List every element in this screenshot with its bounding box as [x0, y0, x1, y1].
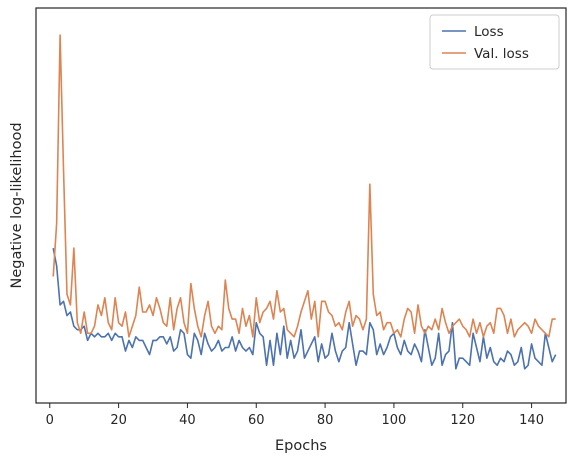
x-tick-label: 100 [382, 413, 407, 428]
legend: Loss Val. loss [429, 14, 560, 70]
y-axis-label: Negative log-likelihood [9, 122, 25, 288]
x-tick-label: 140 [519, 413, 544, 428]
legend-label-val-loss: Val. loss [474, 46, 529, 62]
plot-frame [35, 7, 567, 404]
x-tick-label: 0 [46, 413, 54, 428]
x-tick-label: 80 [317, 413, 334, 428]
series-line-val-loss [52, 34, 556, 338]
legend-box [429, 14, 560, 70]
x-tick-label: 40 [179, 413, 196, 428]
x-tick-label: 120 [450, 413, 475, 428]
x-axis-ticks: 0 20 40 60 80 100 120 140 [46, 403, 544, 428]
x-axis-label: Epochs [275, 438, 327, 454]
x-tick-label: 20 [110, 413, 127, 428]
series-line-loss [52, 247, 557, 370]
legend-label-loss: Loss [474, 24, 504, 40]
series-layer [52, 34, 557, 370]
x-tick-label: 60 [248, 413, 265, 428]
